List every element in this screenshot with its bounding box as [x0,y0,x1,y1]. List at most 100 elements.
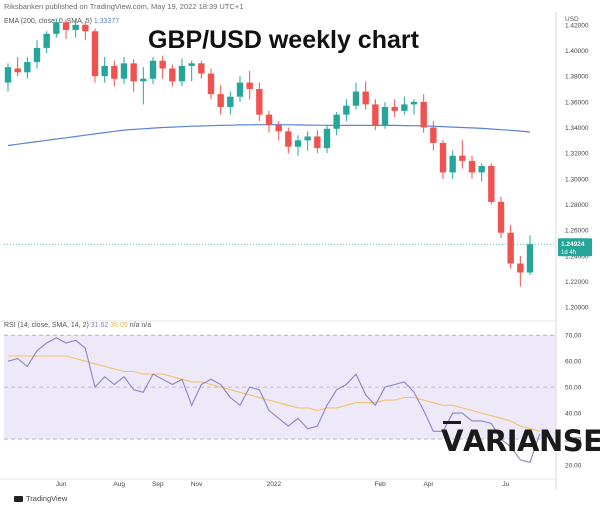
candle-body [333,114,340,129]
candle [333,112,340,136]
time-tick-label: Jun [56,481,67,488]
candle-body [236,82,244,97]
candle [420,94,427,133]
candle [43,31,50,54]
candle [526,235,534,276]
ema-legend-label: EMA (200, close, 0, SMA, 5) [4,18,92,25]
candle-body [4,67,12,83]
price-tick-label: 1.34000 [565,125,589,132]
candle-body [430,127,437,143]
candle-body [410,101,418,105]
candle [72,19,79,38]
candle [4,63,12,92]
candle-body [343,105,350,115]
candle [62,19,70,39]
candle [314,130,321,154]
candle [343,99,350,122]
candle [140,67,147,105]
candle [507,225,514,269]
price-tick-label: 1.42000 [565,22,589,29]
rsi-tick-label: 20.00 [565,463,582,470]
footer-brand[interactable]: TradingView [14,494,67,503]
candle-body [178,65,186,82]
candle [130,59,137,92]
price-tick-label: 1.26000 [565,228,589,235]
candle-body [449,155,456,173]
candle-body [72,24,79,30]
candle [82,20,89,41]
price-tick-label: 1.20000 [565,305,589,312]
candle-body [207,73,215,95]
time-tick-label: Ju [502,481,509,488]
price-tick-label: 1.24000 [565,253,589,260]
candle-body [468,160,476,173]
candle [449,150,456,179]
candle-body [497,201,505,233]
time-tick-label: Apr [423,481,434,488]
candle-body [275,124,282,132]
candle-body [459,155,466,161]
candle-body [111,65,118,79]
candle [275,121,282,141]
rsi-tick-label: 40.00 [565,411,582,418]
price-tag-box [558,238,592,257]
price-tag-countdown: 1d 4h [561,250,576,256]
time-tick-label: Sep [152,481,164,488]
price-tick-label: 1.38000 [565,74,589,81]
candle [294,135,302,156]
candle-body [91,31,99,77]
candle-body [391,106,398,111]
candle-body [149,60,157,79]
chart-title: GBP/USD weekly chart [148,26,419,54]
price-tick-label: 1.28000 [565,202,589,209]
candle [391,99,398,118]
rsi-tick-label: 70.00 [565,333,582,340]
candle-body [101,65,108,77]
rsi-tick-label: 30.00 [565,437,582,444]
candle [227,91,234,115]
candle-body [256,89,263,115]
candle-body [82,24,89,32]
price-tick-label: 1.30000 [565,176,589,183]
candle [217,85,224,115]
candle [53,18,60,38]
candle-body [120,63,128,79]
logo-rest: ARIANSE [462,424,600,458]
logo-first-letter: V [441,421,463,458]
candle-body [314,136,321,149]
candle-body [169,68,176,82]
ema-legend[interactable]: EMA (200, close, 0, SMA, 5) 1.33377 [4,18,119,25]
price-pane [4,18,556,287]
candle [372,99,379,131]
candle-body [420,101,427,128]
candle [246,71,253,100]
candle [236,76,244,102]
currency-label: USD [565,16,579,23]
price-tick-label: 1.32000 [565,151,589,158]
candle-body [62,22,70,30]
candle-body [285,131,292,147]
candle-body [130,63,137,82]
rsi-legend[interactable]: RSI (14, close, SMA, 14, 2) 31.62 35.05 … [4,322,151,329]
candle [352,82,360,110]
candle [169,64,176,87]
candle [430,121,437,151]
rsi-legend-ma-value: 35.05 [110,322,128,329]
candle-body [198,63,205,74]
rsi-tick-label: 50.00 [565,385,582,392]
candle-body [352,91,360,106]
candle [468,155,476,179]
tradingview-icon [14,495,23,502]
candle-body [24,62,31,73]
rsi-legend-label: RSI (14, close, SMA, 14, 2) [4,322,89,329]
candle [381,101,389,129]
candle-body [362,91,369,105]
ema-legend-value: 1.33377 [93,18,120,25]
candle [323,124,331,154]
candle [439,140,447,179]
candle-body [159,60,166,69]
candle-body [478,166,485,173]
price-tag-value: 1.24924 [561,241,585,248]
